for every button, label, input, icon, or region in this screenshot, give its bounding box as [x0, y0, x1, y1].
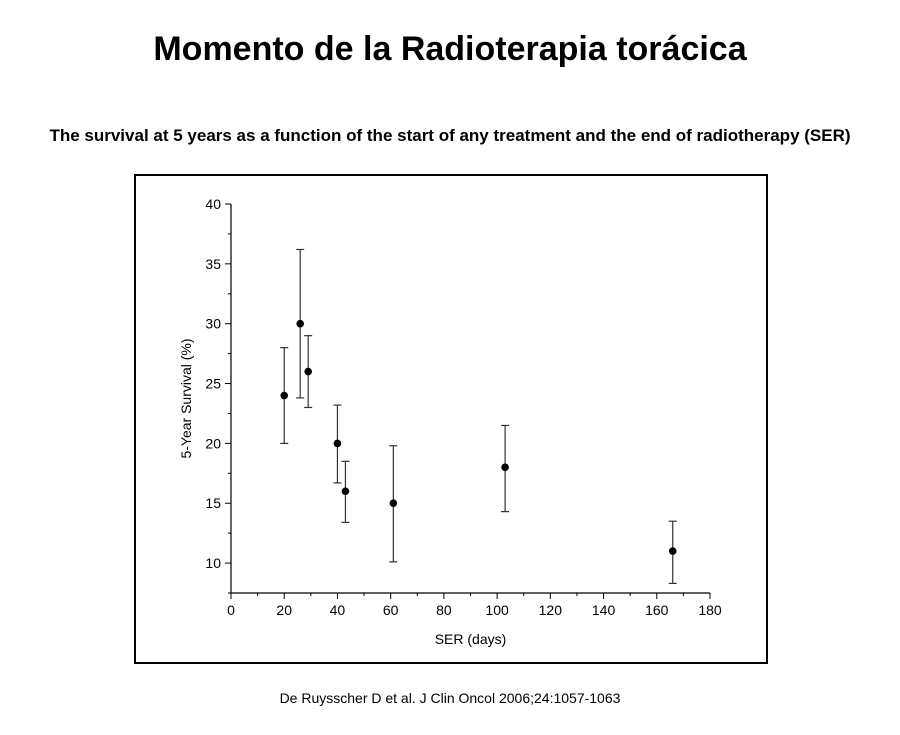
- x-tick-label: 140: [592, 602, 616, 618]
- y-tick-label: 25: [205, 376, 221, 392]
- data-point: [296, 319, 304, 328]
- y-tick-label: 10: [205, 555, 221, 571]
- x-tick-label: 80: [436, 602, 452, 618]
- data-point: [389, 499, 398, 508]
- data-point: [341, 487, 350, 496]
- data-point: [304, 367, 312, 376]
- citation: De Ruysscher D et al. J Clin Oncol 2006;…: [279, 690, 621, 706]
- y-tick-label: 30: [205, 316, 221, 332]
- survival-scatter-chart: 10 15 20 25 30 35 40 0 20 40 60 80 100 120 140 160 180 SE…: [178, 196, 722, 647]
- chart-subtitle: The survival at 5 years as a function of…: [49, 126, 851, 145]
- x-tick-label: 180: [698, 602, 722, 618]
- data-point: [501, 463, 509, 472]
- slide-title: Momento de la Radioterapia torácica: [153, 30, 747, 68]
- x-tick-label: 120: [539, 602, 563, 618]
- data-point: [333, 439, 342, 448]
- x-tick-label: 160: [645, 602, 669, 618]
- x-tick-label: 20: [276, 602, 292, 618]
- y-tick-label: 40: [205, 196, 221, 212]
- x-tick-label: 40: [330, 602, 346, 618]
- x-tick-label: 0: [227, 602, 235, 618]
- x-tick-label: 60: [383, 602, 399, 618]
- y-axis-label: 5-Year Survival (%): [178, 338, 194, 458]
- y-tick-label: 15: [205, 495, 221, 511]
- chart-frame: 10 15 20 25 30 35 40 0 20 40 60 80 100 120 140 160 180 SE…: [134, 174, 768, 664]
- x-axis-label: SER (days): [435, 631, 507, 647]
- data-point: [668, 547, 677, 555]
- y-tick-label: 35: [205, 256, 221, 272]
- y-tick-label: 20: [205, 435, 221, 451]
- x-tick-label: 100: [485, 602, 509, 618]
- data-point: [280, 391, 289, 400]
